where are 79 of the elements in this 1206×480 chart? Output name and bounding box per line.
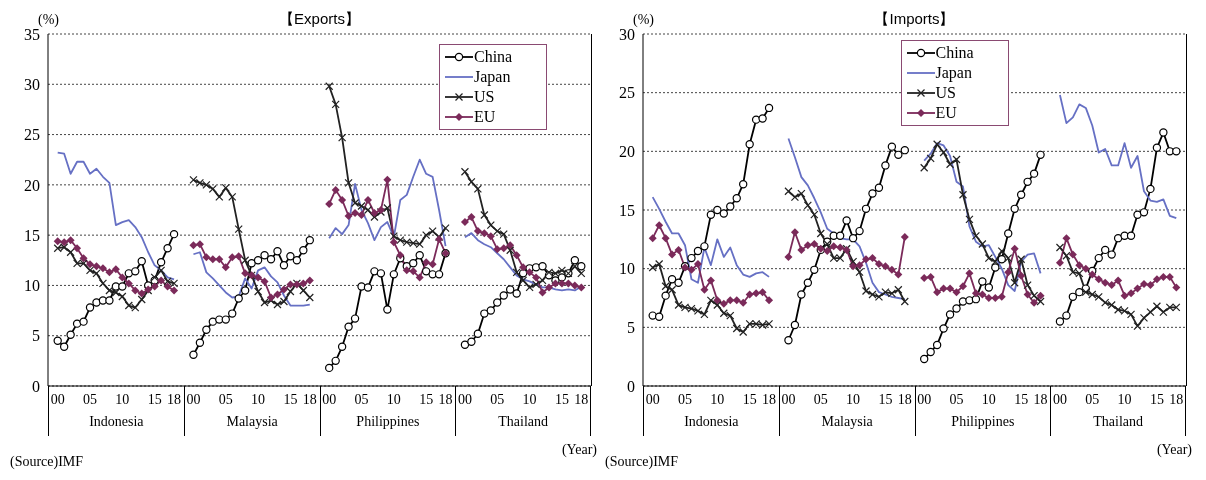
x-tick-label: 00 (781, 391, 796, 407)
x-tick-label: 18 (1033, 391, 1048, 407)
y-tick-label: 15 (619, 201, 635, 219)
chart-title: 【Exports】 (279, 10, 360, 27)
text: (Source)IMF (10, 454, 84, 470)
chart-title: 【Imports】 (874, 10, 955, 27)
x-tick-label: 15 (1149, 391, 1164, 407)
text: Philippines (950, 414, 1016, 430)
text: Philippines (355, 414, 421, 430)
x-tick-label: 10 (1117, 391, 1132, 407)
x-tick-label: 00 (1052, 391, 1067, 407)
text: Thailand (497, 414, 549, 430)
x-tick-label: 18 (167, 391, 182, 407)
y-tick-label: 10 (619, 260, 635, 278)
y-tick-label: 15 (24, 226, 40, 244)
y-tick-label: 20 (24, 176, 40, 194)
y-axis-title: (%) (38, 12, 59, 28)
y-tick-label: 25 (619, 84, 635, 102)
x-tick-label: 10 (710, 391, 725, 407)
x-tick-label: 10 (981, 391, 996, 407)
x-tick-label: 10 (115, 391, 130, 407)
x-tick-label: 00 (645, 391, 660, 407)
x-tick-label: 05 (1085, 391, 1100, 407)
text: Indonesia (88, 414, 145, 430)
x-tick-label: 05 (354, 391, 369, 407)
legend-label: US (935, 84, 956, 102)
legend-label: EU (474, 108, 496, 126)
y-tick-label: 5 (32, 327, 40, 345)
x-tick-label: 15 (554, 391, 569, 407)
x-tick-label: 00 (917, 391, 932, 407)
x-tick-label: 05 (490, 391, 505, 407)
x-tick-label: 15 (1014, 391, 1029, 407)
y-tick-label: 30 (24, 75, 40, 93)
legend-label: US (474, 88, 495, 106)
x-tick-label: 10 (522, 391, 537, 407)
y-tick-label: 5 (627, 319, 635, 337)
x-tick-label: 05 (949, 391, 964, 407)
text: Indonesia (683, 414, 740, 430)
x-tick-label: 18 (438, 391, 453, 407)
x-tick-label: 15 (419, 391, 434, 407)
x-tick-label: 00 (186, 391, 201, 407)
x-tick-label: 18 (897, 391, 912, 407)
y-tick-label: 30 (619, 25, 635, 43)
y-tick-label: 25 (24, 126, 40, 144)
x-tick-label: 15 (283, 391, 298, 407)
text: (Source)IMF (605, 454, 679, 470)
y-tick-label: 0 (32, 377, 40, 395)
x-tick-label: 18 (302, 391, 317, 407)
text: Malaysia (225, 414, 279, 430)
x-tick-label: 05 (83, 391, 98, 407)
x-tick-label: 00 (322, 391, 337, 407)
y-tick-label: 20 (619, 143, 635, 161)
legend-label: China (474, 48, 513, 66)
x-tick-label: 18 (762, 391, 777, 407)
x-tick-label: 05 (218, 391, 233, 407)
x-axis-title: (Year) (1156, 442, 1192, 458)
x-tick-label: 18 (574, 391, 589, 407)
x-tick-label: 00 (457, 391, 472, 407)
x-tick-label: 00 (50, 391, 65, 407)
y-tick-label: 35 (24, 25, 40, 43)
text: Thailand (1092, 414, 1144, 430)
y-tick-label: 0 (627, 377, 635, 395)
x-axis-title: (Year) (561, 442, 597, 458)
x-tick-label: 10 (386, 391, 401, 407)
legend-label: Japan (935, 64, 972, 82)
x-tick-label: 05 (678, 391, 693, 407)
y-axis-title: (%) (633, 12, 654, 28)
legend-label: EU (935, 104, 957, 122)
text: Malaysia (820, 414, 874, 430)
legend-label: China (935, 44, 974, 62)
x-tick-label: 15 (878, 391, 893, 407)
legend-label: Japan (474, 68, 511, 86)
x-tick-label: 15 (742, 391, 757, 407)
y-tick-label: 10 (24, 277, 40, 295)
x-tick-label: 05 (813, 391, 828, 407)
x-tick-label: 15 (147, 391, 162, 407)
x-tick-label: 18 (1169, 391, 1184, 407)
x-tick-label: 10 (846, 391, 861, 407)
x-tick-label: 10 (251, 391, 266, 407)
